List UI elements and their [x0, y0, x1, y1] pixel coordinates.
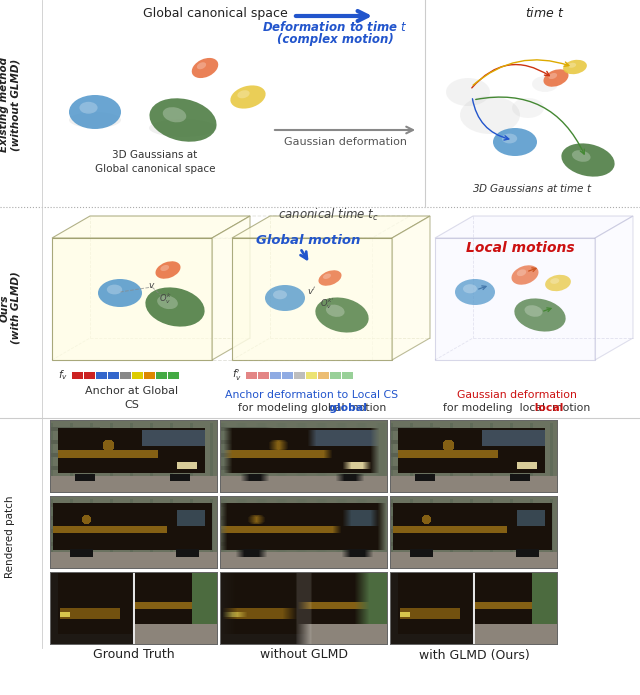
Ellipse shape — [572, 150, 591, 162]
Polygon shape — [595, 216, 633, 360]
Text: without GLMD: without GLMD — [260, 648, 348, 662]
Bar — [258, 372, 269, 379]
Ellipse shape — [145, 288, 205, 327]
Text: $O_v^{k'}$: $O_v^{k'}$ — [320, 297, 334, 311]
Ellipse shape — [157, 295, 178, 309]
Ellipse shape — [525, 305, 543, 317]
Ellipse shape — [163, 107, 186, 122]
Ellipse shape — [156, 261, 180, 279]
Ellipse shape — [161, 265, 169, 271]
Bar — [84, 372, 95, 379]
Text: canonical time $t_c$: canonical time $t_c$ — [278, 207, 378, 223]
Bar — [144, 372, 155, 379]
Bar — [270, 372, 281, 379]
Text: Existing method
(without GLMD): Existing method (without GLMD) — [0, 58, 21, 152]
Text: Anchor at Global
CS: Anchor at Global CS — [85, 386, 179, 410]
Bar — [294, 372, 305, 379]
Text: with GLMD (Ours): with GLMD (Ours) — [419, 648, 529, 662]
Ellipse shape — [149, 119, 217, 137]
Text: for modeling  local  motion: for modeling local motion — [444, 403, 591, 413]
Ellipse shape — [326, 304, 344, 317]
Text: $f_v$: $f_v$ — [58, 368, 68, 382]
Bar — [306, 372, 317, 379]
Text: Gaussian deformation: Gaussian deformation — [284, 137, 406, 147]
Text: (complex motion): (complex motion) — [276, 33, 394, 47]
Text: $v'$: $v'$ — [307, 284, 317, 295]
Ellipse shape — [69, 95, 121, 129]
Bar — [96, 372, 107, 379]
Ellipse shape — [493, 128, 537, 156]
Ellipse shape — [98, 279, 142, 307]
Ellipse shape — [563, 60, 587, 74]
Text: Ours
(with GLMD): Ours (with GLMD) — [0, 272, 21, 345]
Ellipse shape — [319, 270, 342, 286]
Ellipse shape — [265, 285, 305, 311]
Ellipse shape — [463, 284, 477, 293]
Ellipse shape — [323, 274, 331, 279]
Ellipse shape — [79, 101, 98, 114]
Ellipse shape — [69, 112, 121, 128]
Polygon shape — [435, 216, 633, 238]
Ellipse shape — [532, 76, 558, 92]
Ellipse shape — [543, 70, 568, 87]
Ellipse shape — [107, 284, 122, 295]
Bar — [318, 372, 329, 379]
Ellipse shape — [446, 78, 490, 106]
Bar — [330, 372, 341, 379]
Bar — [342, 372, 353, 379]
Text: local: local — [471, 403, 563, 413]
Ellipse shape — [237, 90, 250, 98]
Ellipse shape — [568, 63, 576, 68]
Ellipse shape — [230, 85, 266, 108]
Polygon shape — [435, 238, 595, 360]
Text: Gaussian deformation: Gaussian deformation — [457, 390, 577, 400]
Polygon shape — [52, 216, 250, 238]
Ellipse shape — [512, 98, 544, 118]
Ellipse shape — [516, 270, 526, 276]
Ellipse shape — [150, 98, 216, 142]
Ellipse shape — [273, 291, 287, 300]
Ellipse shape — [502, 133, 517, 143]
Bar — [156, 372, 167, 379]
Ellipse shape — [197, 63, 206, 70]
Ellipse shape — [511, 265, 538, 285]
Ellipse shape — [192, 58, 218, 78]
Text: $O_v^k$: $O_v^k$ — [159, 291, 172, 306]
Ellipse shape — [316, 297, 369, 332]
Bar — [120, 372, 131, 379]
Ellipse shape — [550, 278, 559, 284]
Ellipse shape — [545, 275, 571, 291]
Bar — [132, 372, 143, 379]
Text: Deformation to time $t$: Deformation to time $t$ — [262, 20, 408, 34]
Text: $v$: $v$ — [148, 281, 156, 291]
Polygon shape — [232, 216, 430, 238]
Ellipse shape — [548, 73, 557, 79]
Polygon shape — [232, 238, 392, 360]
Text: 3D Gaussians at time $t$: 3D Gaussians at time $t$ — [472, 182, 593, 194]
Text: Rendered patch: Rendered patch — [5, 496, 15, 578]
Text: Global motion: Global motion — [256, 234, 360, 247]
Text: Ground Truth: Ground Truth — [93, 648, 175, 662]
Bar — [108, 372, 119, 379]
Polygon shape — [392, 216, 430, 360]
Bar — [282, 372, 293, 379]
Ellipse shape — [460, 96, 520, 134]
Ellipse shape — [515, 298, 566, 332]
Ellipse shape — [455, 279, 495, 305]
Text: for modeling global motion: for modeling global motion — [238, 403, 386, 413]
Text: 3D Gaussians at
Global canonical space: 3D Gaussians at Global canonical space — [95, 149, 215, 174]
Polygon shape — [212, 216, 250, 360]
Bar — [246, 372, 257, 379]
Polygon shape — [52, 238, 212, 360]
Ellipse shape — [561, 143, 614, 177]
Text: global: global — [257, 403, 367, 413]
Bar — [168, 372, 179, 379]
Text: time $t$: time $t$ — [525, 6, 564, 20]
Bar — [72, 372, 83, 379]
Text: $f_v'$: $f_v'$ — [232, 368, 242, 383]
Text: Global canonical space: Global canonical space — [143, 6, 287, 19]
Text: Anchor deformation to Local CS: Anchor deformation to Local CS — [225, 390, 399, 400]
Text: Local motions: Local motions — [466, 241, 574, 255]
